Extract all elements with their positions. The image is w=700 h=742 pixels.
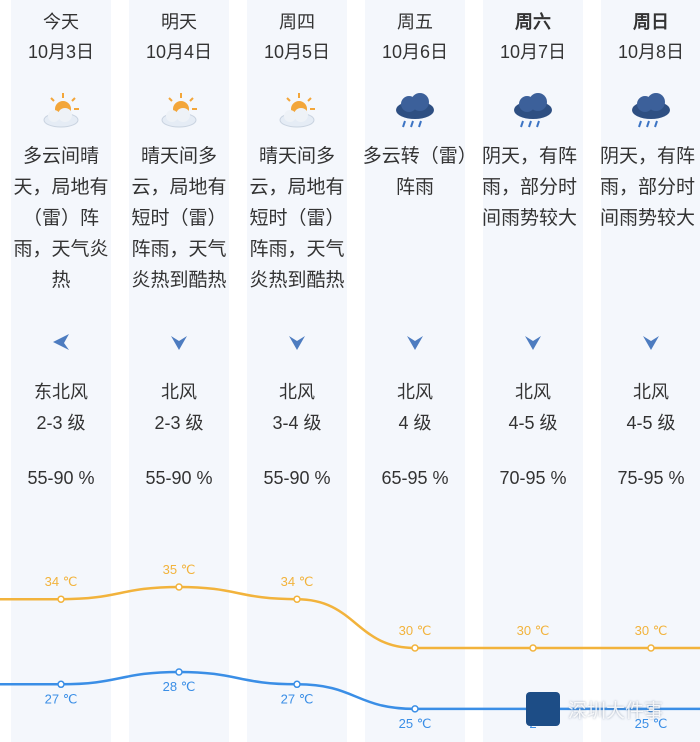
rain-cloud-icon xyxy=(514,93,552,128)
humidity-label: 70-95 % xyxy=(499,468,567,488)
forecast-day-2: 周四 10月5日 晴天间多云，局地有短时（雷）阵雨，天气炎热到酷热 北风 3-4… xyxy=(247,0,347,742)
wind-direction-icon xyxy=(643,336,659,350)
forecast-day-5: 周日 10月8日 阴天，有阵雨，部分时间雨势较大 北风 4-5 级 75-95 … xyxy=(601,0,700,742)
partly-cloudy-sun-icon xyxy=(161,93,197,128)
date-label: 10月3日 xyxy=(27,42,95,62)
forecast-day-0: 今天 10月3日 多云间晴天，局地有（雷）阵雨，天气炎热 东北风 2-3 级 5… xyxy=(11,0,111,742)
weather-description: 阴天，有阵雨，部分时间雨势较大 xyxy=(601,146,696,229)
wind-level-label: 4-5 级 xyxy=(626,413,676,433)
weather-description: 晴天间多云，局地有短时（雷）阵雨，天气炎热到酷热 xyxy=(131,146,227,291)
watermark-text: 深圳大件事 xyxy=(568,701,664,722)
forecast-day-4: 周六 10月7日 阴天，有阵雨，部分时间雨势较大 北风 4-5 级 70-95 … xyxy=(482,0,583,742)
weather-description: 阴天，有阵雨，部分时间雨势较大 xyxy=(482,146,578,229)
day-label: 周六 xyxy=(515,12,551,32)
wind-level-label: 4-5 级 xyxy=(508,413,558,433)
forecast-day-1: 明天 10月4日 晴天间多云，局地有短时（雷）阵雨，天气炎热到酷热 北风 2-3… xyxy=(129,0,229,742)
weather-description: 晴天间多云，局地有短时（雷）阵雨，天气炎热到酷热 xyxy=(249,146,345,291)
day-label: 周日 xyxy=(633,12,669,32)
day-label: 周四 xyxy=(279,12,315,32)
humidity-label: 65-95 % xyxy=(381,468,449,488)
date-label: 10月8日 xyxy=(617,42,685,62)
weather-description: 多云转（雷）阵雨 xyxy=(362,146,468,198)
rain-cloud-icon xyxy=(396,93,434,128)
wind-direction-label: 北风 xyxy=(515,382,551,402)
date-label: 10月6日 xyxy=(381,42,449,62)
wind-direction-label: 北风 xyxy=(633,382,669,402)
day-label: 周五 xyxy=(397,12,433,32)
wind-direction-label: 北风 xyxy=(397,382,433,402)
wind-level-label: 4 级 xyxy=(398,413,432,433)
day-label: 明天 xyxy=(161,12,197,32)
wind-direction-icon xyxy=(525,336,541,350)
wind-direction-label: 北风 xyxy=(161,382,197,402)
day-label: 今天 xyxy=(43,12,79,32)
wind-direction-icon xyxy=(53,334,69,350)
weather-description: 多云间晴天，局地有（雷）阵雨，天气炎热 xyxy=(13,146,109,291)
watermark: 深圳大件事 xyxy=(526,690,700,730)
wind-direction-icon xyxy=(171,336,187,350)
date-label: 10月7日 xyxy=(499,42,567,62)
date-label: 10月4日 xyxy=(145,42,213,62)
wind-direction-label: 北风 xyxy=(279,382,315,402)
forecast-day-3: 周五 10月6日 多云转（雷）阵雨 北风 4 级 65-95 % xyxy=(362,0,468,742)
humidity-label: 55-90 % xyxy=(145,468,213,488)
wind-level-label: 2-3 级 xyxy=(36,413,86,433)
wind-direction-icon xyxy=(407,336,423,350)
wind-direction-label: 东北风 xyxy=(34,382,88,402)
wind-level-label: 2-3 级 xyxy=(154,413,204,433)
partly-cloudy-sun-icon xyxy=(43,93,79,128)
wind-direction-icon xyxy=(289,336,305,350)
humidity-label: 75-95 % xyxy=(617,468,685,488)
date-label: 10月5日 xyxy=(263,42,331,62)
partly-cloudy-sun-icon xyxy=(279,93,315,128)
humidity-label: 55-90 % xyxy=(263,468,331,488)
rain-cloud-icon xyxy=(632,93,670,128)
watermark-logo xyxy=(526,692,560,726)
wind-level-label: 3-4 级 xyxy=(272,413,322,433)
humidity-label: 55-90 % xyxy=(27,468,95,488)
